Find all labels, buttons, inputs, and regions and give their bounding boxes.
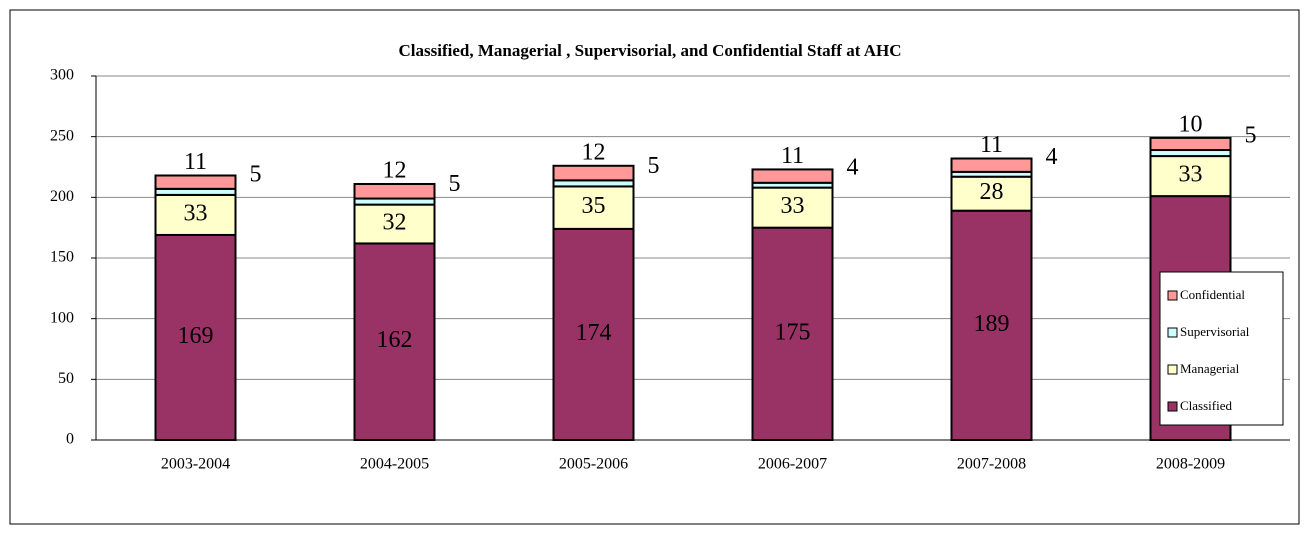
data-label: 175	[775, 319, 811, 345]
legend-swatch	[1167, 401, 1178, 412]
data-label: 11	[184, 149, 207, 175]
legend-label: Confidential	[1180, 287, 1245, 302]
data-label: 33	[781, 193, 805, 219]
bar-segment	[154, 174, 237, 190]
legend-swatch	[1167, 364, 1178, 375]
bar-segment	[751, 226, 834, 441]
bar-segment	[1149, 155, 1232, 198]
y-tick-label: 50	[58, 370, 74, 387]
x-tick-label: 2006-2007	[758, 456, 827, 473]
data-label: 169	[178, 323, 214, 349]
data-label: 162	[377, 327, 413, 353]
legend-swatch	[1167, 327, 1178, 338]
x-tick-label: 2008-2009	[1156, 456, 1225, 473]
y-tick-label: 300	[50, 67, 74, 84]
x-tick-label: 2005-2006	[559, 456, 628, 473]
bar-segment	[154, 233, 237, 441]
data-label: 189	[974, 311, 1010, 337]
data-label: 4	[1046, 144, 1058, 170]
bar-segment	[353, 242, 436, 441]
data-label: 174	[576, 320, 612, 346]
data-label: 35	[582, 193, 606, 219]
data-label: 10	[1179, 111, 1203, 137]
bar-segment	[353, 182, 436, 200]
data-label: 4	[847, 155, 859, 181]
bar-segment	[950, 209, 1033, 441]
data-label: 11	[781, 143, 804, 169]
data-label: 32	[383, 210, 407, 236]
bar-segment	[950, 175, 1033, 212]
bar-segment	[552, 164, 635, 182]
legend-label: Managerial	[1180, 361, 1240, 376]
chart-title: Classified, Managerial , Supervisorial, …	[399, 41, 902, 60]
data-label: 12	[582, 139, 606, 165]
x-tick-label: 2007-2008	[957, 456, 1026, 473]
data-label: 5	[1245, 123, 1257, 149]
legend-swatch	[1167, 290, 1178, 301]
bar-segment	[950, 157, 1033, 173]
legend-label: Supervisorial	[1180, 324, 1250, 339]
y-tick-label: 150	[50, 249, 74, 266]
legend-label: Classified	[1180, 398, 1232, 413]
data-label: 5	[250, 161, 262, 187]
x-tick-label: 2003-2004	[161, 456, 230, 473]
data-label: 5	[648, 153, 660, 179]
bar-segment	[751, 186, 834, 229]
y-tick-label: 200	[50, 188, 74, 205]
bar-segment	[552, 185, 635, 230]
y-tick-label: 0	[66, 431, 74, 448]
bar-segment	[154, 193, 237, 236]
x-tick-label: 2004-2005	[360, 456, 429, 473]
y-tick-label: 250	[50, 127, 74, 144]
data-label: 33	[184, 200, 208, 226]
bar-segment	[1149, 136, 1232, 152]
data-label: 28	[980, 179, 1004, 205]
legend-box	[1159, 271, 1284, 426]
bar-segment	[751, 168, 834, 184]
data-label: 5	[449, 171, 461, 197]
y-tick-label: 100	[50, 309, 74, 326]
data-label: 12	[383, 157, 407, 183]
data-label: 33	[1179, 162, 1203, 188]
data-label: 11	[980, 132, 1003, 158]
